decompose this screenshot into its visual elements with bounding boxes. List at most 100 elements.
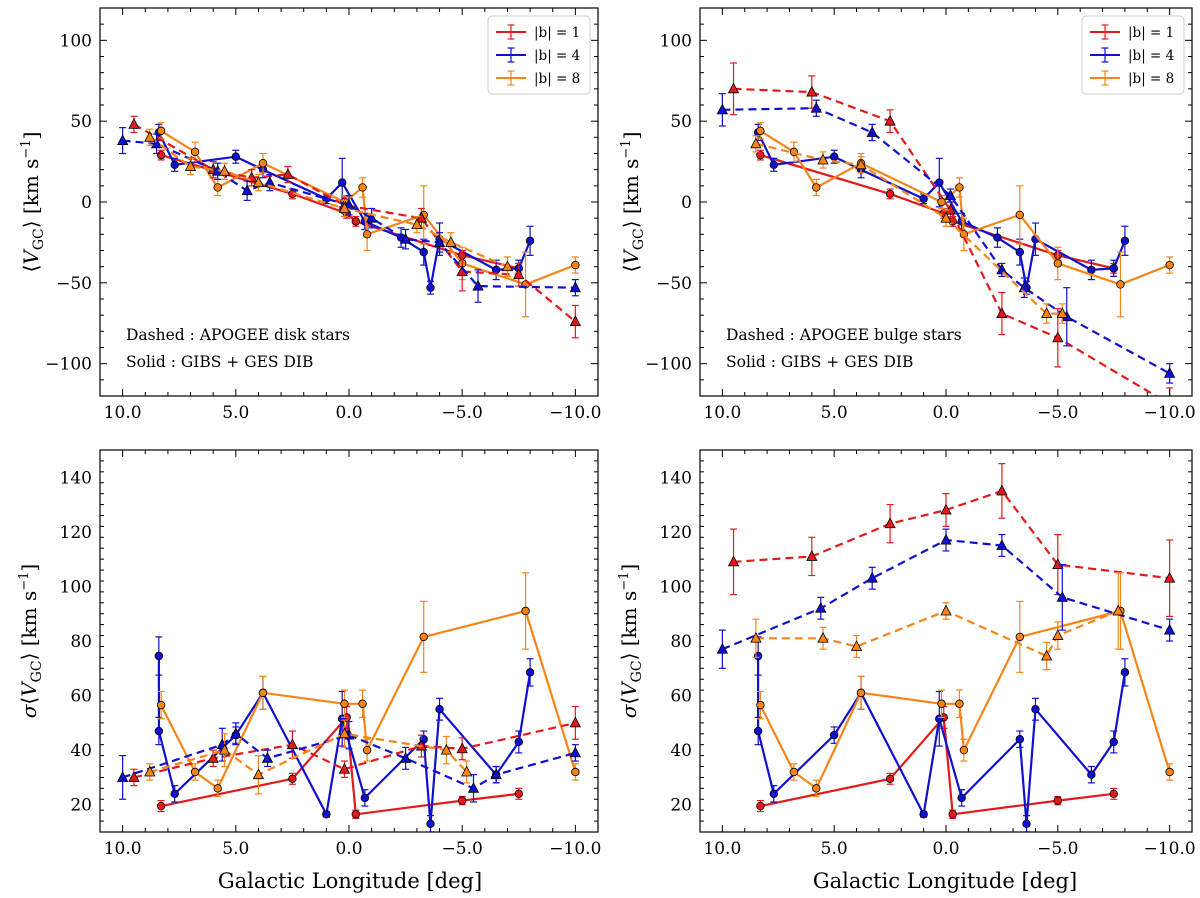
panel-bottom-left-x-tick-label: −5.0 xyxy=(442,839,483,859)
panel-top-right-series-2 xyxy=(756,122,1174,318)
panel-top-right-series-1-point xyxy=(769,160,778,170)
panel-bottom-left-series-2-point xyxy=(521,606,530,616)
panel-top-right-legend-box xyxy=(1081,15,1185,95)
panel-top-left-series-2-point xyxy=(156,126,166,136)
panel-top-left-x-tick-label: 10.0 xyxy=(104,403,142,423)
panel-top-left-y-tick-label: 100 xyxy=(60,31,92,51)
panel-top-left-series-1-point xyxy=(338,178,347,187)
panel-top-right-series-0-point xyxy=(756,150,765,160)
panel-bottom-left-y-tick-label: 60 xyxy=(70,687,92,707)
panel-top-left-legend-entry: |b| = 4 xyxy=(496,47,580,64)
panel-bottom-left-series-5 xyxy=(144,719,473,795)
panel-top-left-series-5-point xyxy=(184,160,197,171)
panel-bottom-left-series-2-point xyxy=(213,784,222,793)
panel-top-left-x-tick-label: −5.0 xyxy=(442,403,483,423)
panel-top-right-series-2-point xyxy=(1015,210,1024,220)
panel-top-left-series-0-point xyxy=(351,217,360,226)
panel-bottom-right-series-2-point xyxy=(1165,767,1174,777)
panel-bottom-right-series-2-point xyxy=(856,688,866,698)
panel-top-right-series-5-point xyxy=(1056,307,1068,318)
panel-bottom-right-series-4-point xyxy=(940,533,952,545)
panel-top-right-series-1-point xyxy=(1087,265,1096,275)
panel-bottom-right-series-1-point xyxy=(1109,737,1118,747)
panel-top-left-series-4-point xyxy=(241,184,253,196)
panel-bottom-right-series-3 xyxy=(727,463,1176,618)
panel-top-left-series-4-point xyxy=(150,137,163,149)
panel-top-left-series-2-point xyxy=(213,183,222,192)
panel-bottom-right-y-tick-label: 20 xyxy=(670,796,692,816)
panel-top-left-series-3-point xyxy=(128,118,140,129)
panel-bottom-left-series-2-point xyxy=(571,767,580,777)
panel-top-right-series-4-point xyxy=(996,263,1008,275)
panel-bottom-right-series-2-point xyxy=(937,699,946,708)
panel-top-right-series-5-point xyxy=(817,153,829,165)
panel-bottom-left-series-5-point xyxy=(440,743,452,755)
panel-top-right-y-ticks: −100 −50 0 50 100 xyxy=(645,7,1192,397)
panel-top-left-legend-entry: |b| = 8 xyxy=(496,70,580,87)
panel-bottom-right-series-3-point xyxy=(996,484,1008,496)
panel-bottom-left-series-1-point xyxy=(435,705,444,714)
panel-bottom-left-series-4-point xyxy=(116,771,129,782)
panel-bottom-right-series-0-point xyxy=(885,774,895,783)
panel-bottom-right-series-3-point xyxy=(727,555,740,567)
panel-top-left-series-2-line xyxy=(160,129,576,286)
panel-top-right-series-4 xyxy=(716,93,1176,384)
panel-bottom-right-x-tick-label: 5.0 xyxy=(821,839,848,859)
panel-bottom-right-series-3-point xyxy=(1163,571,1176,583)
panel-top-left-series-0-point xyxy=(156,150,166,160)
panel-top-left-y-tick-label: −100 xyxy=(45,355,92,375)
panel-bottom-right-series-5 xyxy=(750,572,1124,671)
panel-top-right-series-3-point xyxy=(996,307,1008,318)
panel-bottom-right-series-1 xyxy=(753,636,1130,832)
panel-bottom-left-series-2-point xyxy=(358,699,367,708)
panel-top-left-y-axis-label: ⟨VGC⟩ [km s−1] xyxy=(19,132,47,273)
panel-bottom-left-series-2-point xyxy=(419,632,428,642)
panel-top-right-annotation: Solid : GIBS + GES DIB xyxy=(726,353,913,371)
panel-top-left-series-3-point xyxy=(513,268,525,280)
panel-bottom-left-y-ticks: 20 40 60 80 100 120 140 xyxy=(60,449,598,833)
panel-bottom-right-series-1-point xyxy=(1031,705,1040,714)
panel-top-right-x-tick-label: 0.0 xyxy=(932,403,959,423)
panel-bottom-left-series-3-point xyxy=(207,751,219,763)
panel-bottom-right-series-5-point xyxy=(750,631,762,643)
panel-top-right-series-1-point xyxy=(1109,264,1118,273)
panel-bottom-right-series-4-point xyxy=(1163,623,1176,635)
panel-top-left-x-tick-label: −10.0 xyxy=(549,403,601,423)
panel-bottom-left-series-4-point xyxy=(230,727,242,739)
panel-top-left-y-tick-label: −50 xyxy=(56,274,92,294)
panel-top-left-series-5-point xyxy=(144,130,156,142)
panel-top-left-series-2-point xyxy=(571,260,580,270)
panel-top-left-series-5-point xyxy=(501,260,514,272)
panel-bottom-left-series-5-point xyxy=(252,768,265,780)
panel-top-right-series-5-line xyxy=(755,142,1063,315)
panel-top-left-plot-area xyxy=(116,115,582,339)
panel-bottom-right-series-0-point xyxy=(1053,796,1063,805)
panel-top-right-series-4-point xyxy=(810,101,822,113)
panel-top-right-y-tick-label: 100 xyxy=(660,31,692,51)
panel-top-left-series-5-point xyxy=(445,236,457,247)
panel-top-right-series-2-point xyxy=(756,126,765,136)
panel-top-left-series-4-line xyxy=(122,139,576,289)
panel-bottom-right-y-ticks: 20 40 60 80 100 120 140 xyxy=(660,449,1192,833)
panel-bottom-right: 10.0 5.0 0.0 −5.0 −10.0 20 40 60 80 100 120 140 σ⟨VG… xyxy=(617,449,1196,859)
panel-top-left-legend-label: |b| = 4 xyxy=(534,48,580,64)
panel-top-right-series-2-point xyxy=(1116,280,1125,289)
panel-top-left-series-3-point xyxy=(415,211,428,223)
panel-top-left-legend-label: |b| = 8 xyxy=(534,71,580,87)
panel-top-left-series-5 xyxy=(144,128,514,277)
panel-bottom-left-series-5-point xyxy=(144,765,156,777)
panel-bottom-right-series-2-line xyxy=(759,609,1171,790)
panel-top-right-legend-label: |b| = 8 xyxy=(1128,71,1174,87)
panel-top-left-x-tick-label: 5.0 xyxy=(222,403,249,423)
panel-top-left-series-4-point xyxy=(365,211,378,223)
panel-top-right-series-5-point xyxy=(750,137,762,149)
panel-bottom-right-series-5-point xyxy=(940,604,952,616)
panel-top-left-series-2-point xyxy=(358,183,367,192)
panel-bottom-left-series-1-point xyxy=(360,793,370,803)
panel-bottom-left-series-2 xyxy=(156,572,580,798)
panel-bottom-left-series-2-point xyxy=(258,688,268,698)
panel-bottom-right-series-1-point xyxy=(769,789,778,798)
panel-top-right-y-tick-label: 50 xyxy=(670,112,692,132)
panel-top-left-series-5-point xyxy=(338,202,351,213)
